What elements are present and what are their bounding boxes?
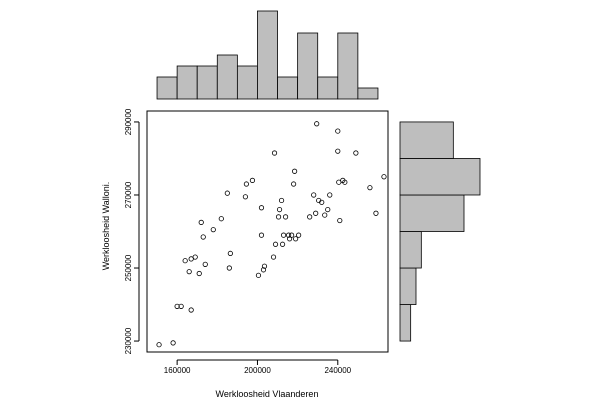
x-histogram <box>156 10 379 100</box>
data-point <box>278 197 285 204</box>
x-histogram-bar <box>236 65 258 100</box>
data-point <box>258 205 265 211</box>
x-histogram-bar <box>297 32 319 100</box>
data-point <box>285 232 292 238</box>
x-histogram-bar <box>156 76 178 100</box>
y-histogram-bar <box>399 304 412 342</box>
data-point <box>261 263 268 269</box>
data-point <box>381 174 387 180</box>
data-point <box>327 192 333 198</box>
data-point <box>186 269 192 275</box>
data-point <box>198 219 204 225</box>
data-point <box>373 210 379 216</box>
y-tick-label: 290000 <box>124 108 133 135</box>
x-histogram-bar <box>357 87 379 100</box>
data-point <box>243 181 250 187</box>
data-point <box>170 340 176 346</box>
scatter-points <box>156 121 387 348</box>
data-point <box>270 254 277 260</box>
data-point <box>337 217 343 224</box>
y-tick-label: 250000 <box>124 254 133 281</box>
data-point <box>192 254 198 260</box>
x-histogram-bar <box>337 32 359 100</box>
data-point <box>322 212 328 218</box>
y-histogram <box>399 121 481 342</box>
y-histogram-bar <box>399 121 454 159</box>
data-point <box>196 270 202 277</box>
data-point <box>293 236 299 242</box>
data-point <box>255 272 262 278</box>
data-point <box>210 227 216 233</box>
x-histogram-bar <box>317 76 339 100</box>
data-point <box>292 168 298 174</box>
data-point <box>353 150 359 156</box>
data-point <box>313 210 319 216</box>
x-histogram-bar <box>176 65 198 100</box>
data-point <box>224 190 230 196</box>
y-histogram-bar <box>399 267 417 305</box>
data-point <box>311 192 317 198</box>
data-point <box>156 342 162 348</box>
data-point <box>335 148 341 154</box>
data-point <box>272 241 279 247</box>
data-point <box>182 258 188 264</box>
data-point <box>367 185 373 191</box>
x-axis-title: Werkloosheid Vlaanderen <box>216 389 319 399</box>
data-point <box>275 214 282 220</box>
data-point <box>335 128 341 134</box>
y-axis-title: Werkloosheid Walloni. <box>101 182 111 271</box>
data-point <box>276 206 283 213</box>
data-point <box>188 307 194 313</box>
y-tick-label: 230000 <box>124 327 133 354</box>
data-point <box>249 177 256 183</box>
y-histogram-bar <box>399 194 465 232</box>
x-tick-label: 200000 <box>244 366 271 375</box>
x-tick-label: 240000 <box>324 366 351 375</box>
y-axis: 230000 250000 270000 290000 <box>124 108 140 354</box>
data-point <box>202 261 208 267</box>
plot-frame <box>146 110 389 353</box>
data-point <box>319 199 325 205</box>
data-point <box>271 150 278 156</box>
data-point <box>307 214 313 220</box>
y-histogram-bar <box>399 231 422 269</box>
y-tick-label: 270000 <box>124 181 133 208</box>
data-point <box>178 303 184 309</box>
data-point <box>314 121 320 127</box>
data-point <box>325 206 331 213</box>
data-point <box>291 181 297 187</box>
data-point <box>258 232 265 238</box>
data-point <box>282 214 289 220</box>
y-histogram-bar <box>399 158 481 196</box>
data-point <box>242 194 249 200</box>
x-histogram-bar <box>196 65 218 100</box>
data-point <box>227 250 233 257</box>
data-point <box>342 179 348 185</box>
data-point <box>288 232 295 238</box>
x-histogram-bar <box>216 54 238 100</box>
x-axis: 160000 200000 240000 <box>164 359 352 375</box>
data-point <box>296 232 302 238</box>
data-point <box>218 216 224 222</box>
data-point <box>226 265 232 271</box>
x-histogram-bar <box>257 10 278 100</box>
data-point <box>279 241 286 247</box>
x-histogram-bar <box>277 76 299 100</box>
x-tick-label: 160000 <box>164 366 191 375</box>
data-point <box>200 234 206 240</box>
data-point <box>260 267 267 273</box>
data-point <box>280 232 287 238</box>
